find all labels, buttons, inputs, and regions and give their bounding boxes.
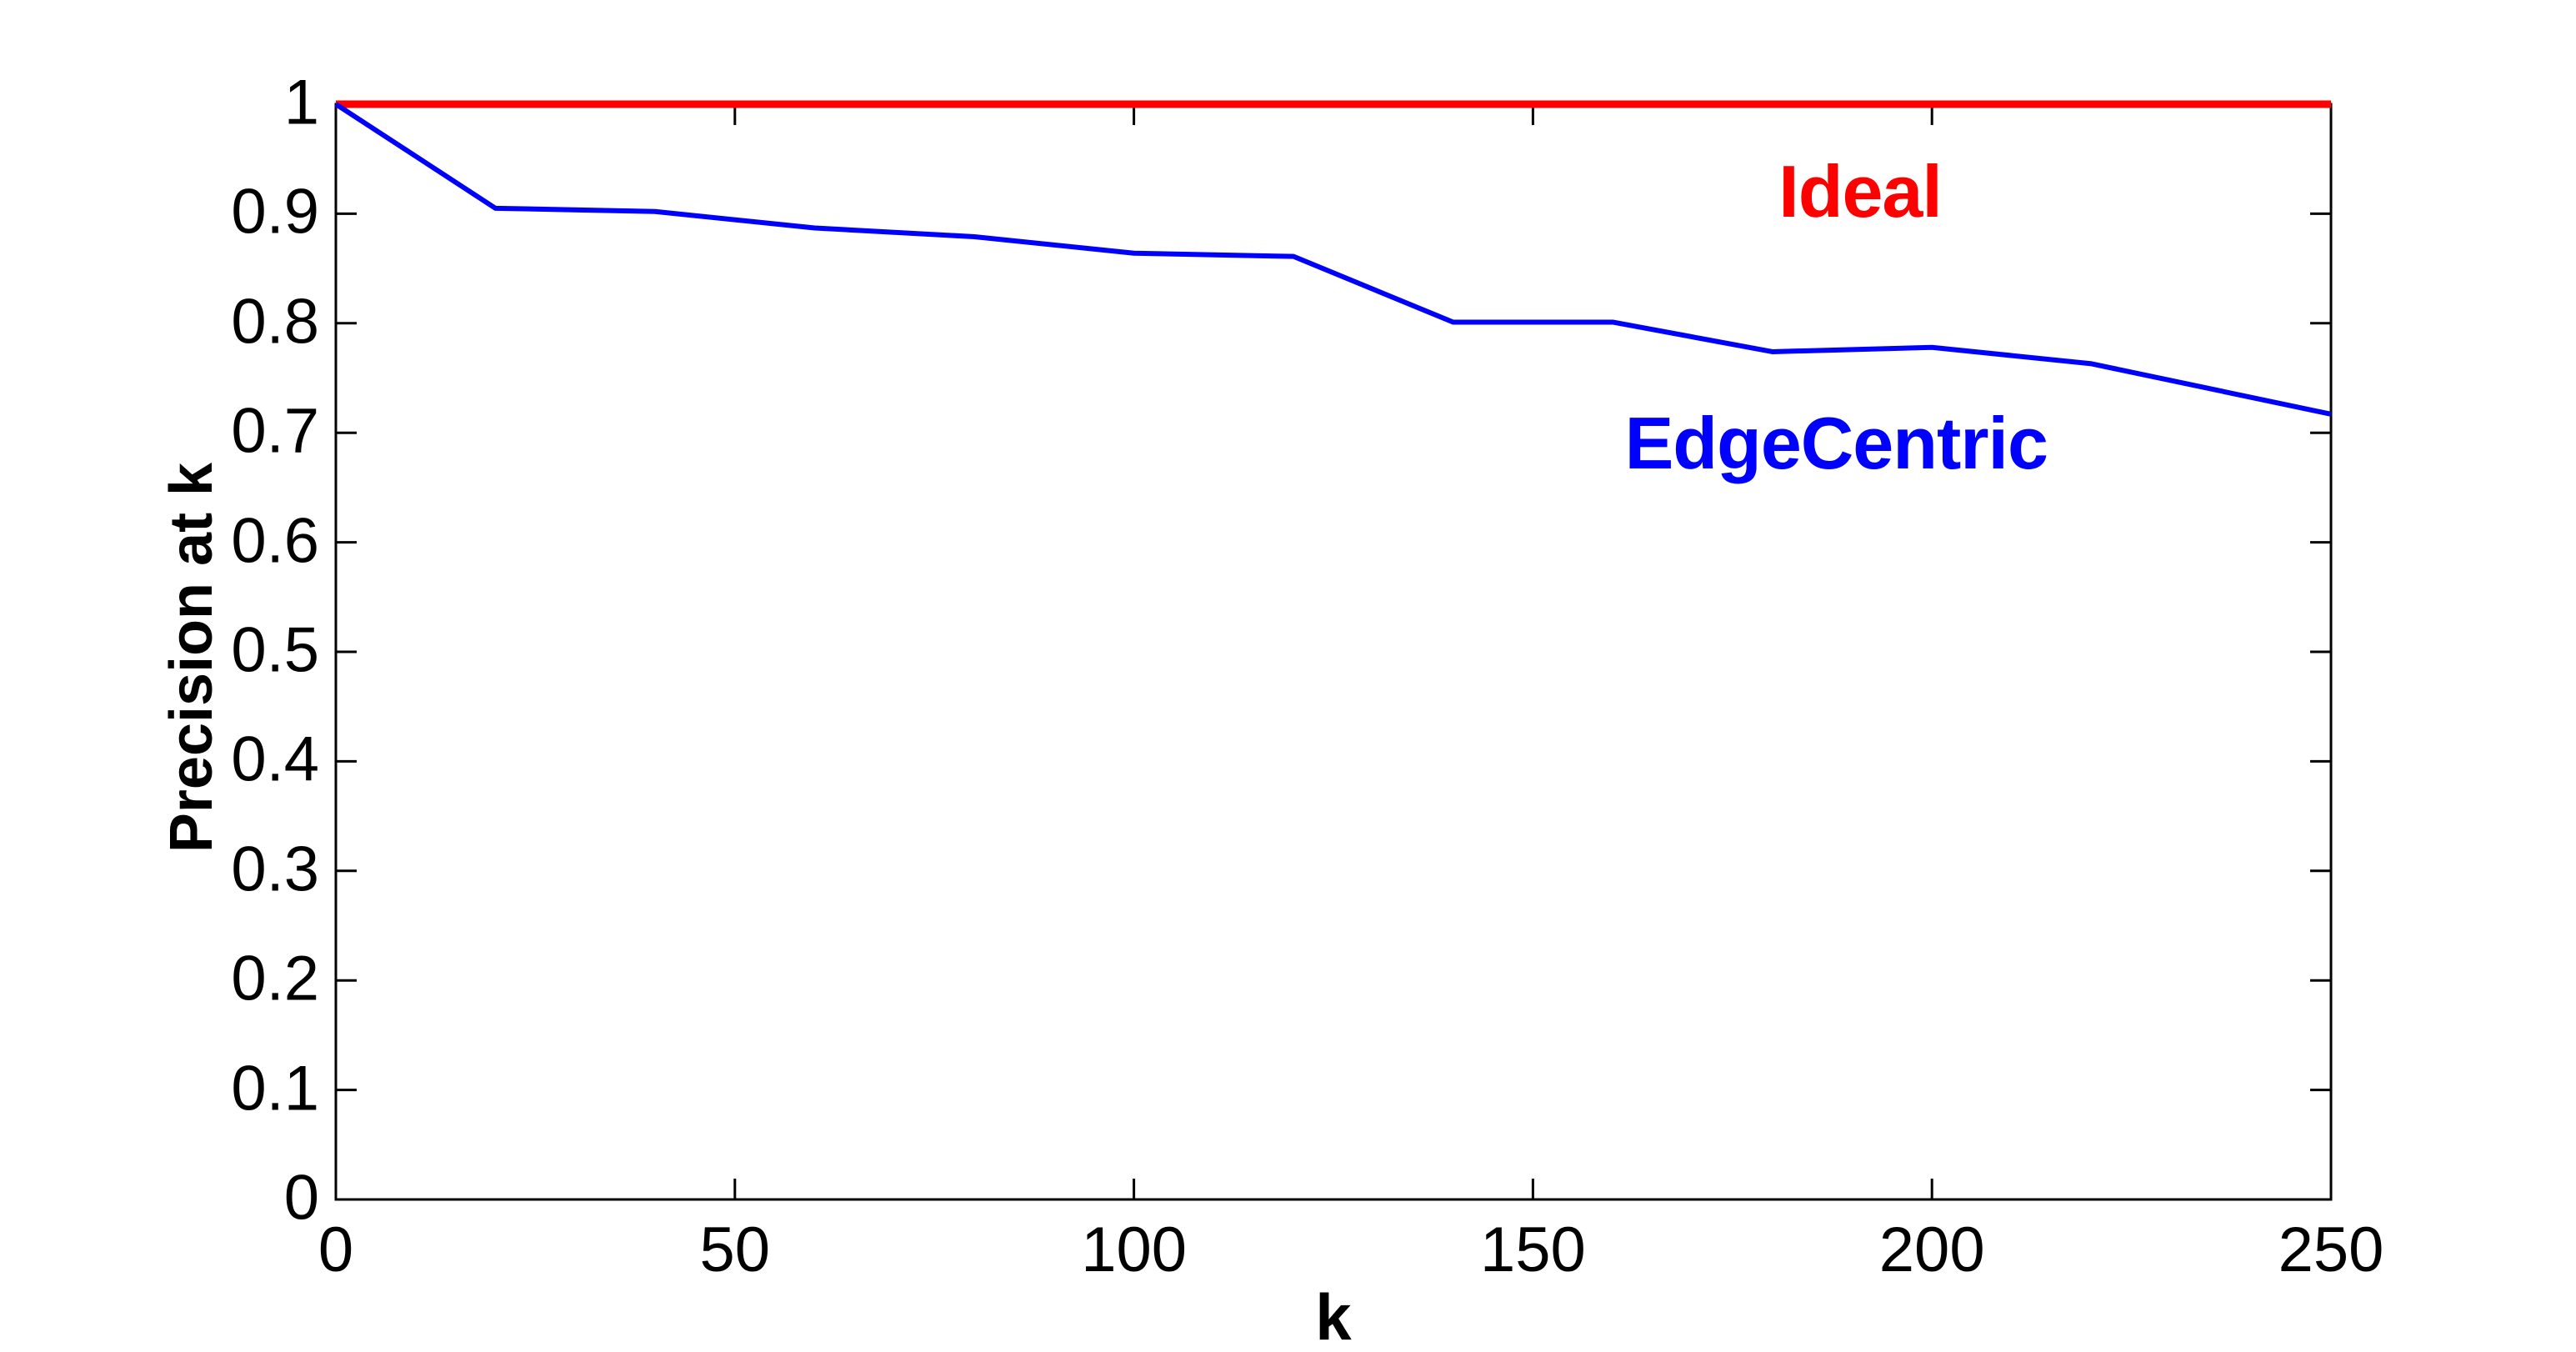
x-tick-label: 100	[1081, 1214, 1187, 1285]
y-tick-label: 0	[283, 1162, 319, 1234]
axes-box	[334, 103, 2333, 1201]
edgecentric-series-label: EdgeCentric	[1624, 402, 2048, 485]
x-tick-label: 250	[2278, 1214, 2384, 1285]
y-tick-label: 0.6	[231, 505, 319, 577]
x-tick-label: 200	[1878, 1214, 1985, 1285]
x-tick-label: 150	[1479, 1214, 1586, 1285]
x-tick-label: 0	[318, 1214, 354, 1285]
y-axis-title: Precision at k	[158, 462, 225, 854]
y-tick-label: 0.5	[231, 614, 319, 686]
y-tick-label: 0.2	[231, 943, 319, 1014]
y-tick-label: 1	[283, 67, 319, 138]
y-tick-label: 0.1	[231, 1053, 319, 1124]
ideal-series-label: Ideal	[1778, 150, 1943, 233]
x-tick-label: 50	[699, 1214, 771, 1285]
y-tick-label: 0.4	[231, 724, 319, 795]
y-tick-label: 0.8	[231, 286, 319, 358]
edgecentric-line	[334, 102, 2332, 417]
y-tick-label: 0.3	[231, 834, 319, 905]
y-tick-label: 0.7	[231, 395, 319, 467]
x-axis-title: k	[1315, 1280, 1352, 1352]
y-tick-label: 0.9	[231, 176, 319, 248]
